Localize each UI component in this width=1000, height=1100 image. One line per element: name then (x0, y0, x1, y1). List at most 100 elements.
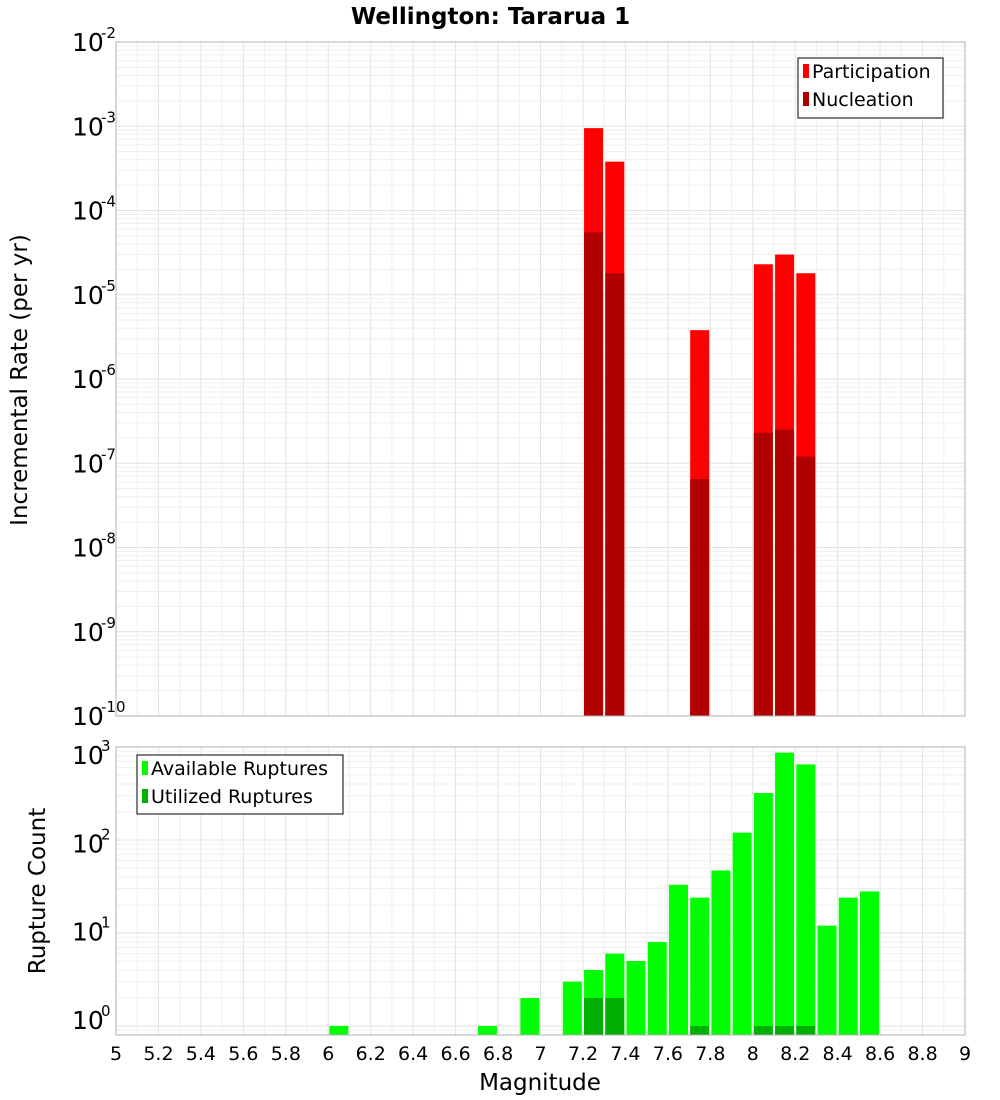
x-tick-label: 5.2 (143, 1043, 173, 1065)
legend-entry: Nucleation (812, 89, 914, 111)
bottom-legend: Available Ruptures Utilized Ruptures (136, 754, 344, 815)
x-tick-label: 6.8 (483, 1043, 513, 1065)
bar-available-ruptures-7.55 (647, 942, 667, 1035)
bar-available-ruptures-7.95 (732, 832, 752, 1035)
x-tick-label: 5.4 (186, 1043, 216, 1065)
legend-swatch (803, 64, 809, 78)
bar-available-ruptures-8.35 (817, 925, 837, 1035)
y-tick-label: 10 (72, 281, 104, 310)
bar-utilized-ruptures-8.05 (753, 1025, 773, 1035)
x-tick-label: 9 (959, 1043, 971, 1065)
y-tick-exponent: -9 (101, 614, 116, 632)
chart-title: Wellington: Tararua 1 (351, 4, 630, 30)
x-tick-label: 8 (747, 1043, 759, 1065)
bar-available-ruptures-6.95 (520, 997, 540, 1035)
bar-nucleation-7.25 (584, 232, 604, 716)
legend-box (136, 754, 344, 815)
y-tick-label: 10 (72, 112, 104, 141)
top-legend: Participation Nucleation (797, 57, 944, 119)
x-tick-label: 6.6 (440, 1043, 470, 1065)
y-tick-label: 10 (72, 28, 104, 57)
bar-utilized-ruptures-8.25 (796, 1025, 816, 1035)
y-tick-label: 10 (72, 741, 104, 770)
legend-swatch (803, 92, 809, 106)
y-tick-label: 10 (72, 197, 104, 226)
bar-available-ruptures-8.15 (775, 752, 795, 1035)
legend-swatch (142, 761, 148, 775)
nucleation-bars (584, 232, 816, 716)
y-tick-exponent: 1 (101, 914, 111, 932)
bar-available-ruptures-6.05 (329, 1025, 349, 1035)
x-tick-label: 5.8 (271, 1043, 301, 1065)
top-plot-frame (115, 41, 966, 717)
bottom-plot-frame (115, 746, 966, 1036)
x-tick-label: 8.8 (907, 1043, 937, 1065)
x-tick-label: 8.4 (823, 1043, 853, 1065)
utilized-ruptures-bars (584, 997, 816, 1035)
legend-entry: Available Ruptures (151, 758, 328, 780)
y-tick-label: 10 (72, 1006, 104, 1035)
y-tick-exponent: -3 (101, 108, 116, 126)
top-grid (115, 41, 966, 717)
bottom-y-axis-label: Rupture Count (25, 808, 51, 974)
bar-utilized-ruptures-7.25 (584, 997, 604, 1035)
y-tick-exponent: -10 (101, 698, 126, 716)
y-tick-label: 10 (72, 702, 104, 731)
top-y-axis-label: Incremental Rate (per yr) (7, 234, 33, 526)
bar-available-ruptures-8.25 (796, 764, 816, 1035)
bar-available-ruptures-7.85 (711, 870, 731, 1035)
x-tick-labels: 5 5.2 5.4 5.6 5.8 6 6.2 6.4 6.6 6.8 7 7.2 7.4 7.6 7.8 8… (110, 1043, 971, 1065)
x-axis-label: Magnitude (479, 1070, 601, 1096)
legend-swatch (142, 789, 148, 803)
x-tick-label: 7 (534, 1043, 546, 1065)
bar-available-ruptures-7.65 (668, 884, 688, 1035)
top-y-tick-labels: 10-210-310-410-510-610-710-810-910-10 (72, 24, 126, 731)
y-tick-label: 10 (72, 829, 104, 858)
bar-nucleation-7.75 (690, 479, 710, 716)
y-tick-exponent: 3 (101, 737, 111, 755)
x-tick-label: 6 (322, 1043, 334, 1065)
x-tick-label: 7.6 (653, 1043, 683, 1065)
bar-nucleation-8.25 (796, 456, 816, 716)
x-tick-label: 8.6 (865, 1043, 895, 1065)
x-tick-label: 6.2 (356, 1043, 386, 1065)
bar-available-ruptures-8.45 (838, 897, 858, 1035)
y-tick-label: 10 (72, 618, 104, 647)
y-tick-exponent: -6 (101, 361, 116, 379)
y-tick-exponent: -5 (101, 277, 116, 295)
x-tick-label: 7.4 (610, 1043, 640, 1065)
available-ruptures-bars (329, 752, 879, 1035)
x-tick-label: 6.4 (398, 1043, 428, 1065)
y-tick-label: 10 (72, 918, 104, 947)
y-tick-label: 10 (72, 365, 104, 394)
bar-available-ruptures-6.75 (477, 1025, 497, 1035)
bar-nucleation-8.15 (775, 429, 795, 716)
legend-entry: Participation (812, 61, 931, 83)
x-tick-label: 8.2 (780, 1043, 810, 1065)
y-tick-exponent: -8 (101, 530, 116, 548)
x-tick-label: 5 (110, 1043, 122, 1065)
y-tick-label: 10 (72, 449, 104, 478)
x-tick-label: 7.2 (568, 1043, 598, 1065)
y-tick-exponent: -7 (101, 445, 116, 463)
bar-nucleation-8.05 (753, 432, 773, 716)
bar-utilized-ruptures-7.75 (690, 1025, 710, 1035)
y-tick-label: 10 (72, 534, 104, 563)
x-tick-label: 5.6 (228, 1043, 258, 1065)
y-tick-exponent: 0 (101, 1002, 111, 1020)
bar-utilized-ruptures-7.35 (605, 997, 625, 1035)
bar-available-ruptures-7.45 (626, 960, 646, 1035)
bar-utilized-ruptures-8.15 (775, 1025, 795, 1035)
y-tick-exponent: 2 (101, 825, 111, 843)
y-tick-exponent: -4 (101, 193, 116, 211)
legend-entry: Utilized Ruptures (151, 786, 313, 808)
y-tick-exponent: -2 (101, 24, 116, 42)
bar-available-ruptures-8.05 (753, 793, 773, 1035)
legend-box (797, 57, 944, 119)
x-tick-label: 7.8 (695, 1043, 725, 1065)
bar-available-ruptures-7.75 (690, 897, 710, 1035)
bar-available-ruptures-7.15 (562, 981, 582, 1035)
bar-nucleation-7.35 (605, 273, 625, 716)
